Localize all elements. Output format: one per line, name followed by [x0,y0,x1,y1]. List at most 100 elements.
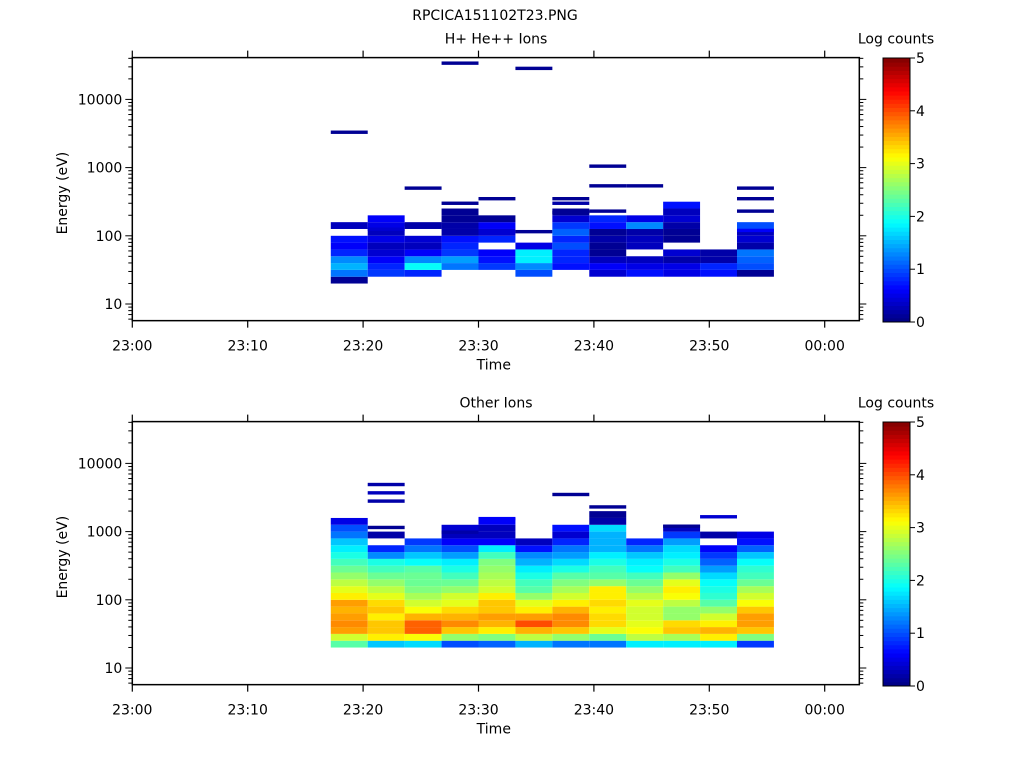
heatmap-line [552,492,590,497]
heatmap-cell [700,599,737,607]
heatmap-cell [552,565,590,573]
heatmap-cell [552,558,590,566]
heatmap-cell [330,565,368,573]
colorbar-segment [883,305,910,311]
heatmap-cell [589,235,627,243]
heatmap-cell [589,592,627,600]
colorbar-segment [883,632,910,637]
heatmap-cell [404,640,442,648]
colorbar-tick-label: 3 [916,521,925,537]
heatmap-cell [330,592,368,600]
heatmap-cell [478,222,516,229]
heatmap-cell [700,256,737,264]
heatmap-cell [552,633,590,641]
heatmap-cell [626,606,664,614]
colorbar-segment [883,181,910,187]
colorbar-frame [882,57,911,323]
colorbar-segment [883,165,910,170]
heatmap-cell [626,558,664,566]
heatmap-cell [367,256,405,264]
colorbar-segment [883,512,910,518]
heatmap-cell [330,269,368,277]
heatmap-cell [736,552,774,559]
colorbar-segment [883,595,910,600]
heatmap-cell [404,627,442,634]
heatmap-cell [663,552,701,559]
x-tick-label: 23:30 [458,703,498,719]
colorbar-segment [883,198,910,203]
heatmap-cell [589,565,627,573]
colorbar-segment [883,603,910,609]
heatmap-line [367,482,405,487]
heatmap-cell [330,249,368,257]
colorbar-tick-label: 3 [916,157,925,173]
x-axis-label: Time [476,722,511,738]
heatmap-cell [330,263,368,270]
colorbar-segment [883,430,910,435]
x-tick-label: 23:10 [228,339,268,355]
heatmap-cell [441,558,479,566]
heatmap-cell [441,524,479,532]
colorbar-segment [883,442,910,448]
colorbar-segment [883,58,910,63]
colorbar-segment [883,422,910,427]
colorbar-segment [883,132,910,137]
heatmap-cell [736,572,774,580]
heatmap-cell [441,545,479,553]
heatmap-cell [404,538,442,546]
heatmap-cell [736,545,774,553]
heatmap-cell [367,572,405,580]
heatmap-cell [589,228,627,236]
heatmap-line [736,209,774,213]
colorbar-tick-label: 1 [916,262,925,278]
heatmap-cell [552,620,590,628]
panel-h-he-ions: 23:00 23:10 23:20 23:30 23:40 23:50 00:0010100… [55,32,934,374]
colorbar-segment [883,665,910,670]
heatmap-cell [626,538,664,546]
colorbar-segment [883,136,910,141]
colorbar-segment [883,169,910,174]
colorbar-segment [883,264,910,269]
colorbar-segment [883,227,910,232]
heatmap-cell [552,640,590,648]
heatmap-cell [700,627,737,634]
heatmap-cell [478,215,516,223]
colorbar-segment [883,297,910,302]
heatmap-cell [589,545,627,553]
heatmap-cell [478,558,516,566]
heatmap-cell [367,620,405,628]
heatmap-cell [404,579,442,587]
panel-title: H+ He++ Ions [445,32,548,48]
colorbar-segment [883,218,910,224]
colorbar-segment [883,446,910,452]
heatmap-cell [330,276,368,284]
heatmap-cell [700,263,737,270]
heatmap-cell [589,222,627,229]
colorbar-segment [883,256,910,261]
heatmap-cell [367,222,405,229]
colorbar-segment [883,681,910,687]
heatmap-cell [478,606,516,614]
heatmap-line [441,201,479,205]
heatmap-cell [736,263,774,270]
colorbar-segment [883,628,910,633]
heatmap-cell [330,517,368,525]
heatmap-line [404,223,442,227]
heatmap-cell [404,599,442,607]
colorbar-tick-label: 0 [916,315,925,331]
heatmap-cell [441,538,479,546]
heatmap-cell [663,524,701,532]
heatmap-cell [589,256,627,264]
heatmap-cell [367,633,405,641]
heatmap-cell [736,586,774,593]
heatmap-line [441,530,479,534]
colorbar-segment [883,157,910,162]
colorbar-label: Log counts [858,32,934,48]
heatmap-cell [404,552,442,559]
heatmap-cell [515,256,553,264]
heatmap-cell [515,579,553,587]
heatmap-cell [626,579,664,587]
heatmap-cell [626,627,664,634]
heatmap-cell [330,558,368,566]
heatmap-cell [404,256,442,264]
